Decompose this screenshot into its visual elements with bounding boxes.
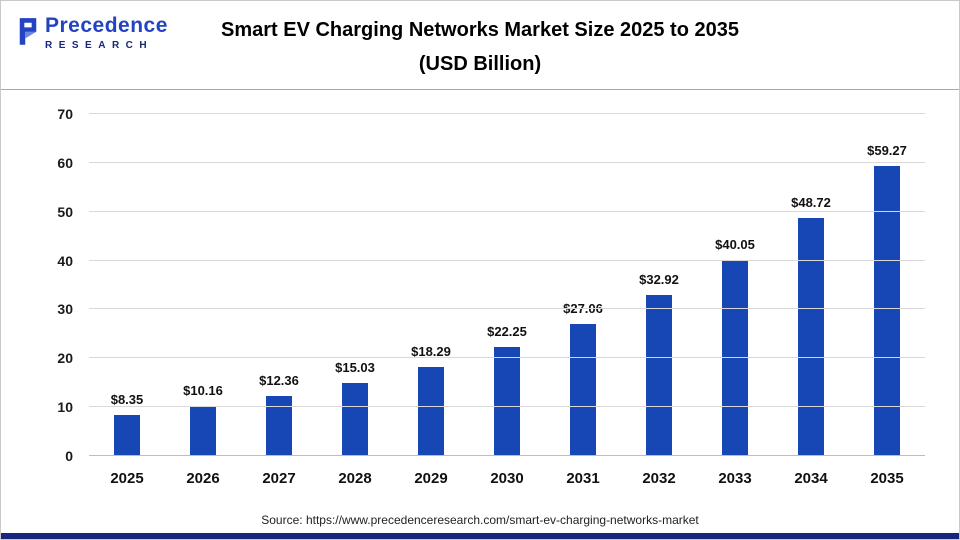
page-title: Smart EV Charging Networks Market Size 2…: [1, 1, 959, 82]
x-tick-label-2028: 2028: [338, 470, 372, 487]
plot-area: $8.35 $10.16 $12.36 $15.03 $18.29 $22.25 $27.0…: [57, 106, 925, 464]
bar-2026: [190, 406, 216, 456]
bar-2035: [874, 166, 900, 456]
bar-2027: [266, 395, 292, 456]
bar-value-label-2031: $27.06: [563, 300, 603, 316]
bar-2031: [570, 323, 596, 456]
brand-logo: Precedence RESEARCH: [17, 14, 168, 51]
gridline-0: [89, 455, 925, 456]
logo-subtitle: RESEARCH: [45, 40, 154, 52]
y-tick-label-30: 30: [57, 301, 73, 318]
bar-column-2025: $8.35: [89, 114, 165, 456]
gridline-30: [89, 308, 925, 310]
bottom-accent-bar: [1, 533, 959, 539]
x-tick-label-2031: 2031: [566, 470, 600, 487]
x-tick-label-2034: 2034: [794, 470, 828, 487]
bar-column-2027: $12.36: [241, 114, 317, 456]
bar-column-2033: $40.05: [697, 114, 773, 456]
x-tick-label-2025: 2025: [110, 470, 144, 487]
bar-column-2026: $10.16: [165, 114, 241, 456]
y-tick-label-70: 70: [57, 106, 73, 122]
bar-value-label-2034: $48.72: [791, 194, 831, 210]
bar-value-label-2035: $59.27: [867, 143, 907, 159]
gridline-60: [89, 161, 925, 163]
bar-value-label-2026: $10.16: [183, 383, 223, 399]
x-tick-label-2026: 2026: [186, 470, 220, 487]
bar-column-2032: $32.92: [621, 114, 697, 456]
logo-name: Precedence: [45, 14, 168, 37]
bar-2032: [646, 295, 672, 456]
gridline-70: [89, 113, 925, 114]
bar-column-2035: $59.27: [849, 114, 925, 456]
x-tick-label-2033: 2033: [718, 470, 752, 487]
bars-row: $8.35 $10.16 $12.36 $15.03 $18.29 $22.25 $27.0…: [89, 114, 925, 456]
bar-column-2030: $22.25: [469, 114, 545, 456]
header: Precedence RESEARCH Smart EV Charging Ne…: [1, 1, 959, 90]
bar-value-label-2028: $15.03: [335, 359, 375, 375]
bar-value-label-2029: $18.29: [411, 343, 451, 359]
bar-2034: [798, 217, 824, 456]
bar-column-2029: $18.29: [393, 114, 469, 456]
source-text: Source: https://www.precedenceresearch.c…: [261, 513, 699, 527]
y-tick-label-0: 0: [65, 448, 73, 464]
gridline-50: [89, 210, 925, 212]
y-tick-label-20: 20: [57, 350, 73, 367]
y-tick-label-40: 40: [57, 252, 73, 269]
bar-2029: [418, 366, 444, 456]
x-axis-labels: 2025 2026 2027 2028 2029 2030 2031 2032 2033 2034…: [89, 456, 925, 487]
bar-column-2028: $15.03: [317, 114, 393, 456]
x-tick-label-2029: 2029: [414, 470, 448, 487]
bar-value-label-2033: $40.05: [715, 237, 755, 253]
gridline-10: [89, 406, 925, 408]
bar-2025: [114, 415, 140, 456]
bar-column-2034: $48.72: [773, 114, 849, 456]
bar-2030: [494, 347, 520, 456]
y-tick-label-60: 60: [57, 154, 73, 171]
title-line-1: Smart EV Charging Networks Market Size 2…: [221, 19, 739, 41]
precedence-logo-icon: [17, 16, 39, 51]
bar-column-2031: $27.06: [545, 114, 621, 456]
y-tick-label-10: 10: [57, 399, 73, 416]
x-tick-label-2027: 2027: [262, 470, 296, 487]
x-tick-label-2035: 2035: [870, 470, 904, 487]
bar-value-label-2027: $12.36: [259, 372, 299, 388]
gridline-20: [89, 357, 925, 359]
y-tick-label-50: 50: [57, 203, 73, 220]
bar-2028: [342, 382, 368, 456]
gridline-40: [89, 259, 925, 261]
x-tick-label-2032: 2032: [642, 470, 676, 487]
logo-text: Precedence RESEARCH: [45, 14, 168, 51]
title-line-2: (USD Billion): [418, 53, 542, 76]
x-tick-label-2030: 2030: [490, 470, 524, 487]
bar-value-label-2025: $8.35: [110, 392, 144, 408]
bar-value-label-2030: $22.25: [487, 324, 527, 340]
bar-value-label-2032: $32.92: [639, 272, 679, 288]
